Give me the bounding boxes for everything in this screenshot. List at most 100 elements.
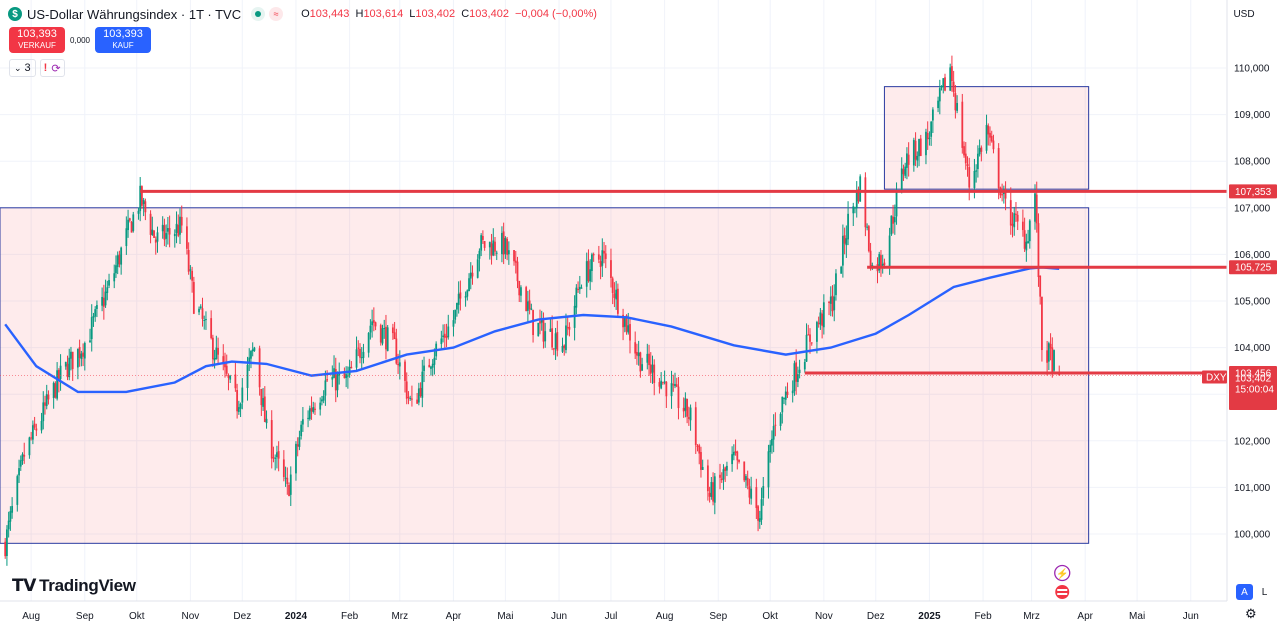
candle-body	[636, 351, 638, 356]
candle-body	[326, 379, 329, 381]
candle-body	[997, 148, 1000, 188]
candle-body	[700, 452, 702, 470]
candle-body	[419, 387, 422, 396]
candle-body	[623, 317, 626, 327]
candle-body	[513, 250, 515, 262]
candle-body	[1028, 220, 1031, 242]
tradingview-logo[interactable]: 𝗧𝗩 TradingView	[12, 576, 136, 595]
candle-body	[104, 291, 107, 306]
symbol-title[interactable]: US-Dollar Währungsindex · 1T · TVC	[27, 6, 242, 22]
candle-body	[367, 332, 370, 353]
horizontal-levels[interactable]	[0, 189, 1227, 376]
trade-panel: 103,393 VERKAUF 0,000 103,393 KAUF	[9, 27, 151, 53]
candle-body	[108, 280, 110, 286]
candle-body	[277, 451, 280, 459]
candle-body	[914, 140, 917, 160]
gear-icon[interactable]: ⚙	[1245, 606, 1257, 621]
candle-body	[215, 347, 218, 359]
price-tick-label: 108,000	[1234, 157, 1271, 168]
candle-body	[199, 306, 202, 309]
candle-body	[736, 451, 739, 461]
candle-body	[166, 228, 169, 232]
candle-body	[684, 398, 687, 411]
candle-body	[750, 488, 753, 499]
market-status-icon[interactable]	[251, 7, 266, 21]
auto-scale-button[interactable]: A	[1236, 584, 1253, 600]
candle-body	[663, 381, 666, 383]
time-tick-label: Dez	[233, 611, 251, 622]
candle-body	[457, 293, 460, 305]
candle-body	[7, 520, 10, 530]
price-axis[interactable]: 100,000101,000102,000103,000104,000105,0…	[1202, 0, 1277, 601]
candle-body	[674, 383, 676, 387]
candle-body	[1015, 213, 1017, 215]
buy-button[interactable]: 103,393 KAUF	[95, 27, 151, 53]
candle-body	[42, 402, 45, 422]
candle-body	[867, 226, 870, 251]
candle-body	[855, 190, 858, 209]
us-flag-icon[interactable]	[1054, 584, 1071, 600]
candle-body	[537, 322, 540, 337]
candle-body	[89, 340, 91, 343]
candle-body	[563, 345, 566, 349]
time-tick-label: 2024	[285, 611, 308, 622]
candle-body	[239, 403, 242, 409]
currency-selector[interactable]: USD	[1233, 8, 1255, 20]
event-markers[interactable]: ⚡	[1054, 564, 1071, 600]
candle-body	[1041, 296, 1043, 351]
warning-icon[interactable]: !	[43, 62, 48, 74]
candle-body	[59, 365, 62, 379]
candle-body	[1053, 350, 1055, 371]
candle-body	[44, 402, 46, 406]
candle-body	[1039, 275, 1042, 297]
zone-rectangles[interactable]	[0, 86, 1090, 544]
candle-body	[224, 364, 226, 368]
candle-body	[229, 375, 232, 380]
candle-body	[52, 382, 55, 399]
candle-body	[925, 131, 927, 156]
candle-body	[92, 316, 95, 318]
data-feed-icon[interactable]: ≈	[269, 7, 284, 21]
log-scale-button[interactable]: L	[1261, 586, 1268, 598]
candle-body	[481, 236, 484, 240]
candle-body	[405, 381, 408, 399]
refresh-icon[interactable]: ⟳	[51, 62, 61, 75]
candle-body	[163, 225, 166, 240]
candle-body	[334, 368, 337, 391]
candle-body	[866, 226, 869, 228]
candle-body	[805, 334, 808, 362]
indicator-toggle: ⌄ 3 ! ⟳	[9, 59, 65, 77]
candle-body	[211, 337, 214, 360]
time-tick-label: Nov	[181, 611, 199, 622]
lightning-icon[interactable]	[1054, 564, 1071, 582]
candle-body	[973, 170, 976, 188]
sell-button[interactable]: 103,393 VERKAUF	[9, 27, 65, 53]
candle-body	[9, 511, 12, 522]
zone-rectangle[interactable]	[0, 207, 1090, 544]
candle-body	[580, 287, 583, 289]
candle-body	[687, 417, 690, 419]
candle-body	[324, 380, 327, 396]
candle-body	[33, 423, 36, 428]
level-price-label: 105,725	[1235, 263, 1272, 274]
candle-body	[828, 301, 830, 304]
candle-body	[835, 273, 837, 296]
candle-body	[591, 254, 593, 271]
candle-body	[919, 138, 922, 156]
moving-average	[4, 266, 1060, 394]
candle-body	[831, 295, 834, 312]
time-tick-label: Feb	[341, 611, 359, 622]
candle-body	[890, 215, 893, 235]
candle-body	[1047, 343, 1050, 362]
candle-body	[1021, 221, 1024, 231]
time-axis[interactable]: Aug Sep Okt Nov Dez 2024 Feb Mrz Apr Mai Jun Jul Aug…	[0, 600, 1227, 622]
candle-body	[1046, 350, 1049, 363]
candle-body	[471, 272, 474, 277]
candle-body	[601, 250, 604, 266]
candle-body	[840, 266, 843, 274]
candle-body	[395, 338, 398, 364]
candle-body	[904, 166, 907, 176]
alert-icons[interactable]: ! ⟳	[39, 59, 65, 77]
indicator-count-button[interactable]: ⌄ 3	[9, 59, 36, 77]
